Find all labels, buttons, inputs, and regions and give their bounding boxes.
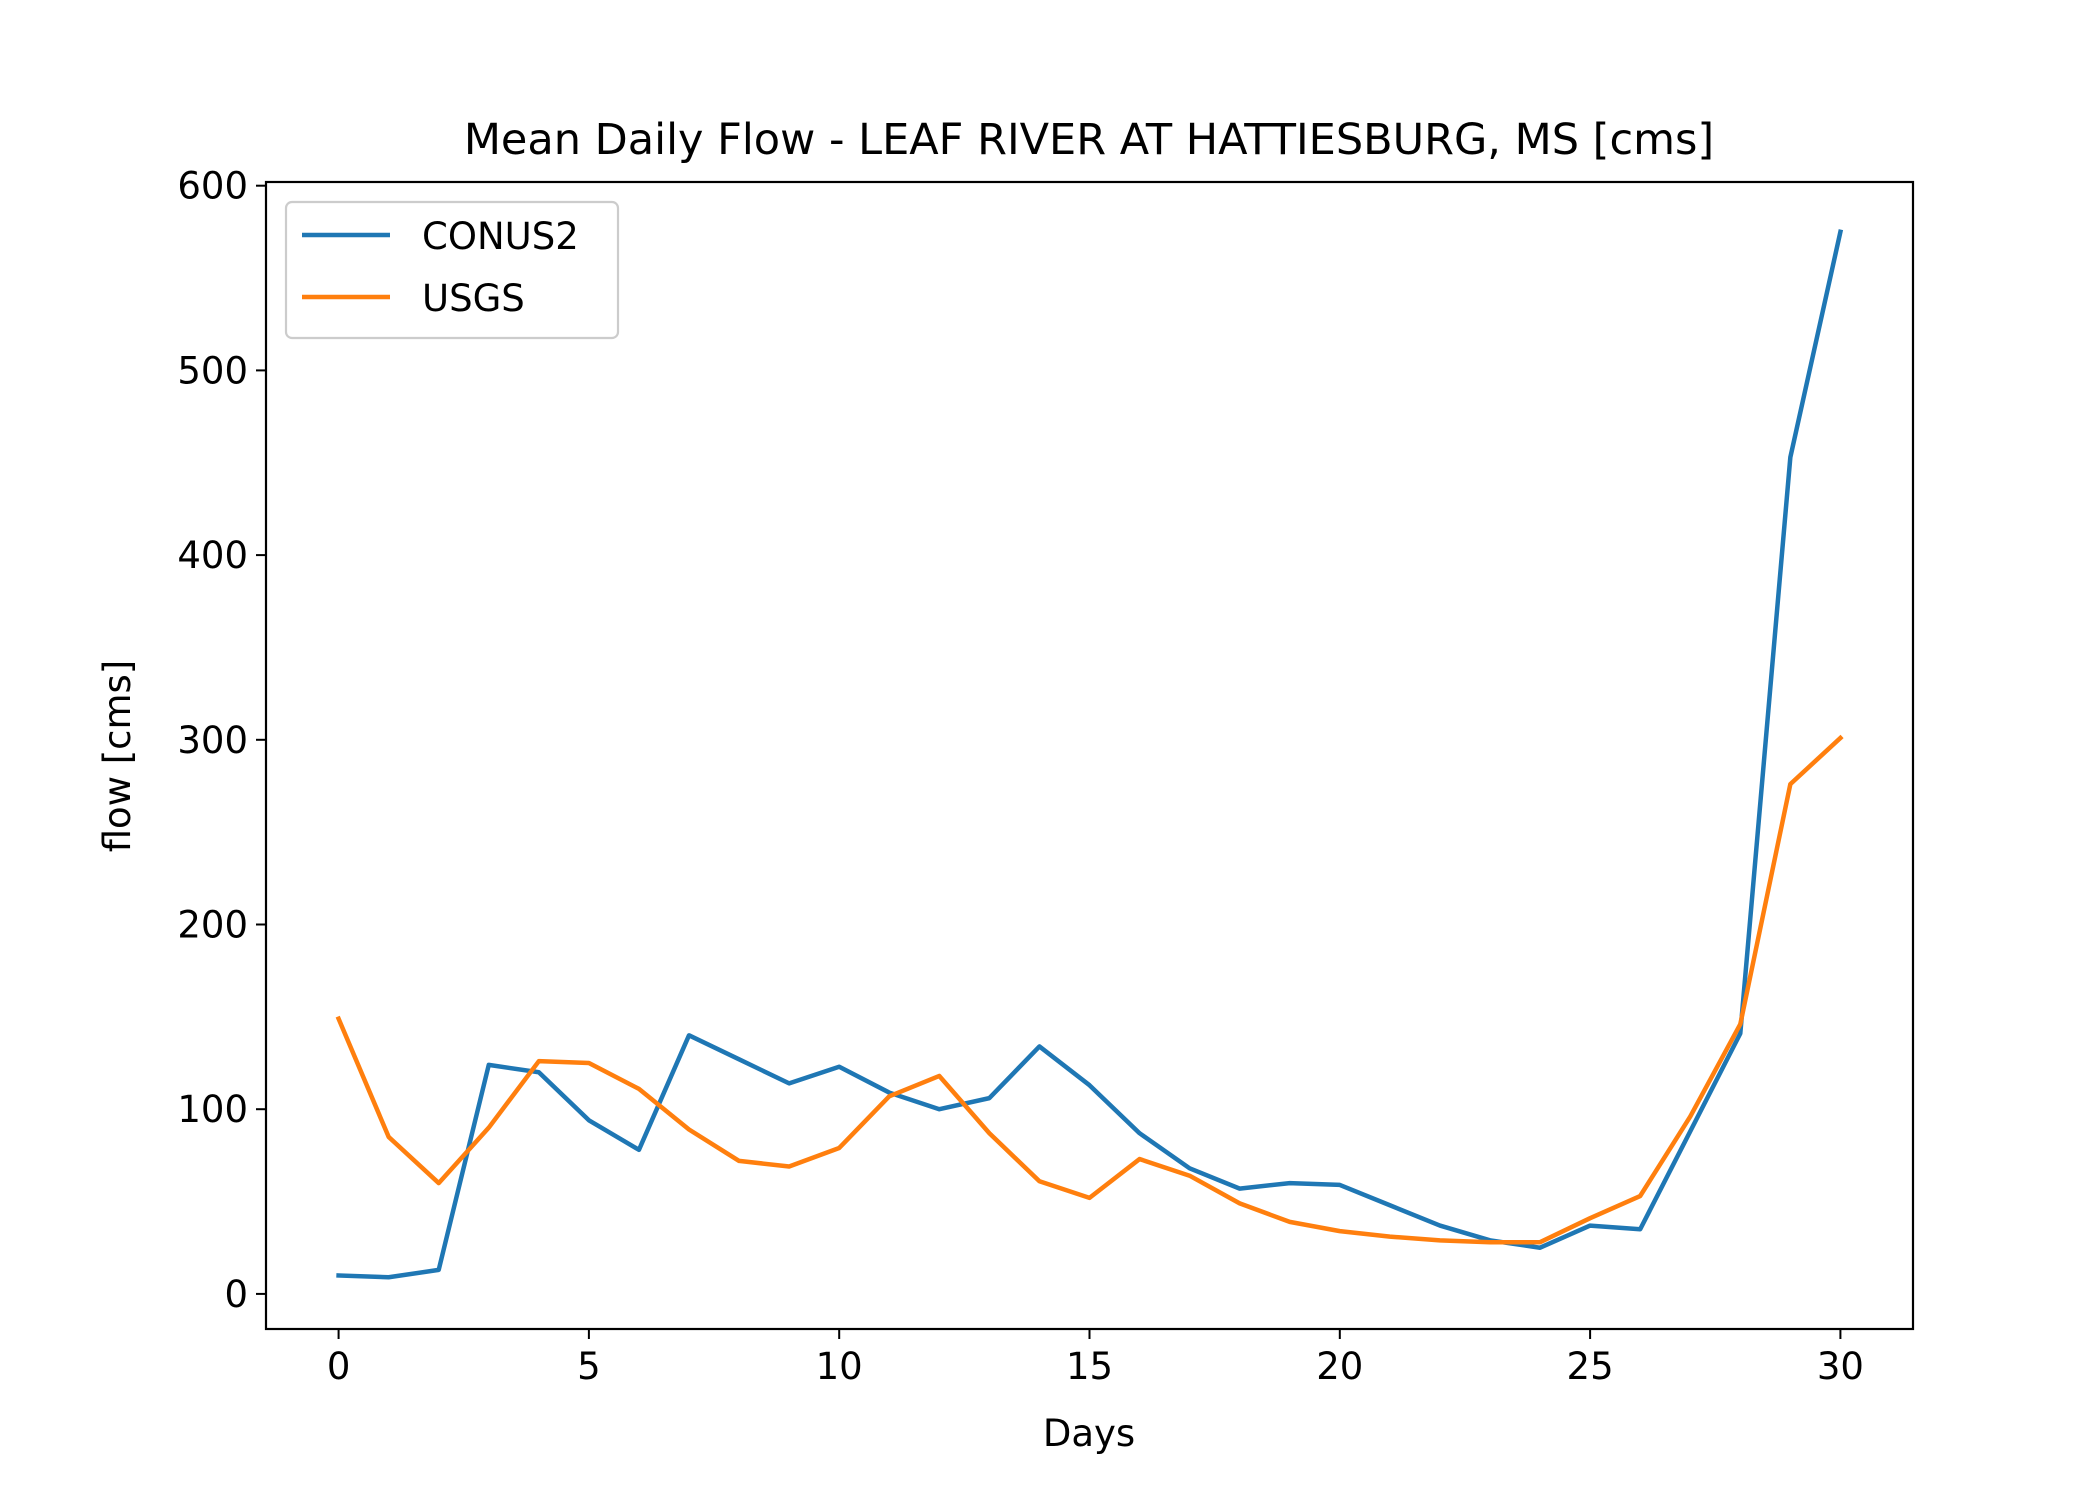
x-tick-label: 30 <box>1817 1345 1864 1388</box>
y-tick-label: 600 <box>177 165 248 208</box>
x-tick-label: 0 <box>327 1345 351 1388</box>
y-tick-label: 100 <box>177 1088 248 1131</box>
legend: CONUS2 USGS <box>284 200 620 340</box>
y-tick-label: 300 <box>177 719 248 762</box>
x-tick-label: 5 <box>577 1345 601 1388</box>
legend-label-conus2: CONUS2 <box>422 215 579 258</box>
x-axis-label: Days <box>1043 1412 1135 1455</box>
y-tick-label: 0 <box>224 1273 248 1316</box>
x-tick-label: 20 <box>1316 1345 1363 1388</box>
chart-title: Mean Daily Flow - LEAF RIVER AT HATTIESB… <box>464 115 1714 165</box>
x-tick-label: 15 <box>1066 1345 1113 1388</box>
y-tick-label: 400 <box>177 534 248 577</box>
y-tick-label: 200 <box>177 904 248 947</box>
series-line-usgs <box>335 734 1844 1245</box>
x-tick-label: 10 <box>816 1345 863 1388</box>
y-tick-label: 500 <box>177 349 248 392</box>
plot-area <box>335 229 1844 1280</box>
series-line-conus2 <box>336 229 1844 1280</box>
legend-label-usgs: USGS <box>422 277 525 320</box>
x-tick-label: 25 <box>1567 1345 1614 1388</box>
y-axis-label: flow [cms] <box>96 660 139 853</box>
